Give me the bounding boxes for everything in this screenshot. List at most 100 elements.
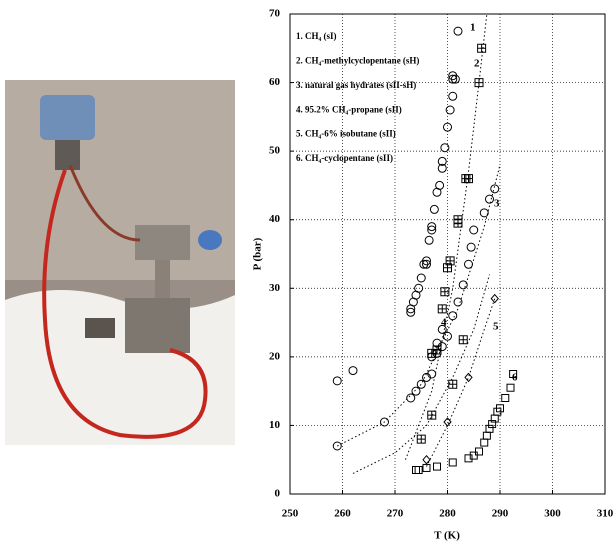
- plot-frame: [289, 13, 606, 495]
- photo-block: [135, 225, 190, 260]
- legend-entry: 1. CH₄ (sI): [296, 31, 336, 41]
- curve-label: 6: [512, 372, 518, 384]
- y-axis-label: P (bar): [252, 237, 264, 270]
- data-point: [422, 259, 431, 269]
- data-point: [437, 304, 447, 314]
- y-tick-label: 30: [269, 282, 281, 294]
- data-point: [424, 235, 434, 245]
- photo-cable: [42, 169, 208, 439]
- photo-cable-2: [68, 164, 141, 242]
- data-point: [474, 78, 484, 88]
- data-point: [437, 163, 447, 173]
- data-point: [448, 458, 457, 467]
- data-point: [464, 454, 473, 463]
- data-point: [448, 379, 458, 389]
- x-tick-label: 270: [387, 508, 404, 520]
- y-tick-label: 50: [269, 145, 281, 157]
- fit-curve: [426, 298, 496, 467]
- photo-fitting: [198, 230, 222, 250]
- legend-entry: 2. CH₄-methylcyclopentane (sH): [296, 55, 419, 65]
- fit-curve: [405, 13, 488, 460]
- data-point: [432, 348, 442, 358]
- data-point: [332, 441, 342, 451]
- x-tick-label: 250: [282, 508, 299, 520]
- data-point: [464, 259, 473, 269]
- data-point: [475, 447, 483, 456]
- data-point: [450, 74, 460, 84]
- data-point: [422, 454, 431, 465]
- data-point: [453, 218, 463, 228]
- y-tick-label: 0: [275, 488, 281, 500]
- data-point: [490, 184, 500, 194]
- curve-label: 1: [470, 22, 476, 34]
- data-point: [458, 335, 468, 345]
- data-point: [506, 383, 515, 392]
- data-point: [458, 280, 468, 290]
- data-point: [414, 466, 423, 474]
- data-point: [466, 242, 476, 252]
- data-point: [380, 417, 389, 427]
- data-point: [443, 331, 452, 341]
- data-point: [416, 273, 426, 283]
- data-point: [464, 372, 473, 383]
- data-point: [427, 369, 437, 379]
- x-tick-label: 310: [597, 508, 614, 520]
- data-point: [469, 225, 479, 235]
- x-tick-label: 290: [492, 508, 509, 520]
- photo-stem: [155, 260, 170, 300]
- plot: T (K) P (bar): [252, 237, 461, 541]
- fit-curve: [352, 274, 490, 474]
- data-point: [464, 174, 473, 184]
- legend-entry: 3. natural gas hydrates (sII-sH): [296, 80, 416, 90]
- data-point: [416, 379, 426, 389]
- data-point: [469, 451, 478, 460]
- y-tick-label: 10: [269, 419, 281, 431]
- data-point: [348, 366, 358, 376]
- data-point: [422, 463, 431, 472]
- data-point: [445, 256, 455, 266]
- data-point: [406, 307, 416, 317]
- data-point: [479, 208, 489, 218]
- data-point: [496, 404, 504, 413]
- data-point: [435, 180, 445, 190]
- data-point: [443, 122, 452, 132]
- data-point: [509, 370, 518, 378]
- data-point: [433, 462, 441, 471]
- data-point: [411, 386, 421, 396]
- data-point: [414, 283, 424, 293]
- legend-entry: 5. CH₄-6% isobutane (sII): [296, 129, 396, 139]
- x-tick-label: 260: [334, 508, 351, 520]
- curve-label: 4: [441, 317, 447, 329]
- photo-wall: [5, 80, 235, 280]
- legend-entry: 4. 95.2% CH₄-propane (sII): [296, 104, 402, 114]
- data-point: [485, 424, 494, 433]
- x-tick-label: 300: [544, 508, 561, 520]
- data-point: [485, 194, 494, 204]
- curve-label: 5: [493, 321, 499, 333]
- data-point: [427, 222, 437, 232]
- data-point: [453, 26, 463, 36]
- data-point: [448, 74, 458, 84]
- data-point: [440, 143, 450, 153]
- data-point: [488, 420, 497, 429]
- data-point: [412, 466, 420, 474]
- x-axis-label: T (K): [434, 530, 460, 542]
- data-point: [448, 91, 458, 101]
- data-point: [443, 417, 452, 427]
- y-tick-label: 40: [269, 213, 281, 225]
- x-tick-label: 280: [439, 508, 456, 520]
- data-point: [480, 438, 489, 447]
- photo-cell: [125, 298, 190, 353]
- data-point: [482, 431, 491, 440]
- photo-valve: [55, 140, 80, 170]
- data-point: [440, 287, 450, 297]
- curve-label: 2: [474, 58, 480, 70]
- data-point: [427, 225, 437, 235]
- data-point: [445, 105, 455, 115]
- data-point: [406, 393, 416, 403]
- data-point: [422, 256, 431, 266]
- data-point: [437, 156, 447, 166]
- photo-connector: [85, 318, 115, 338]
- fit-curve: [337, 164, 501, 447]
